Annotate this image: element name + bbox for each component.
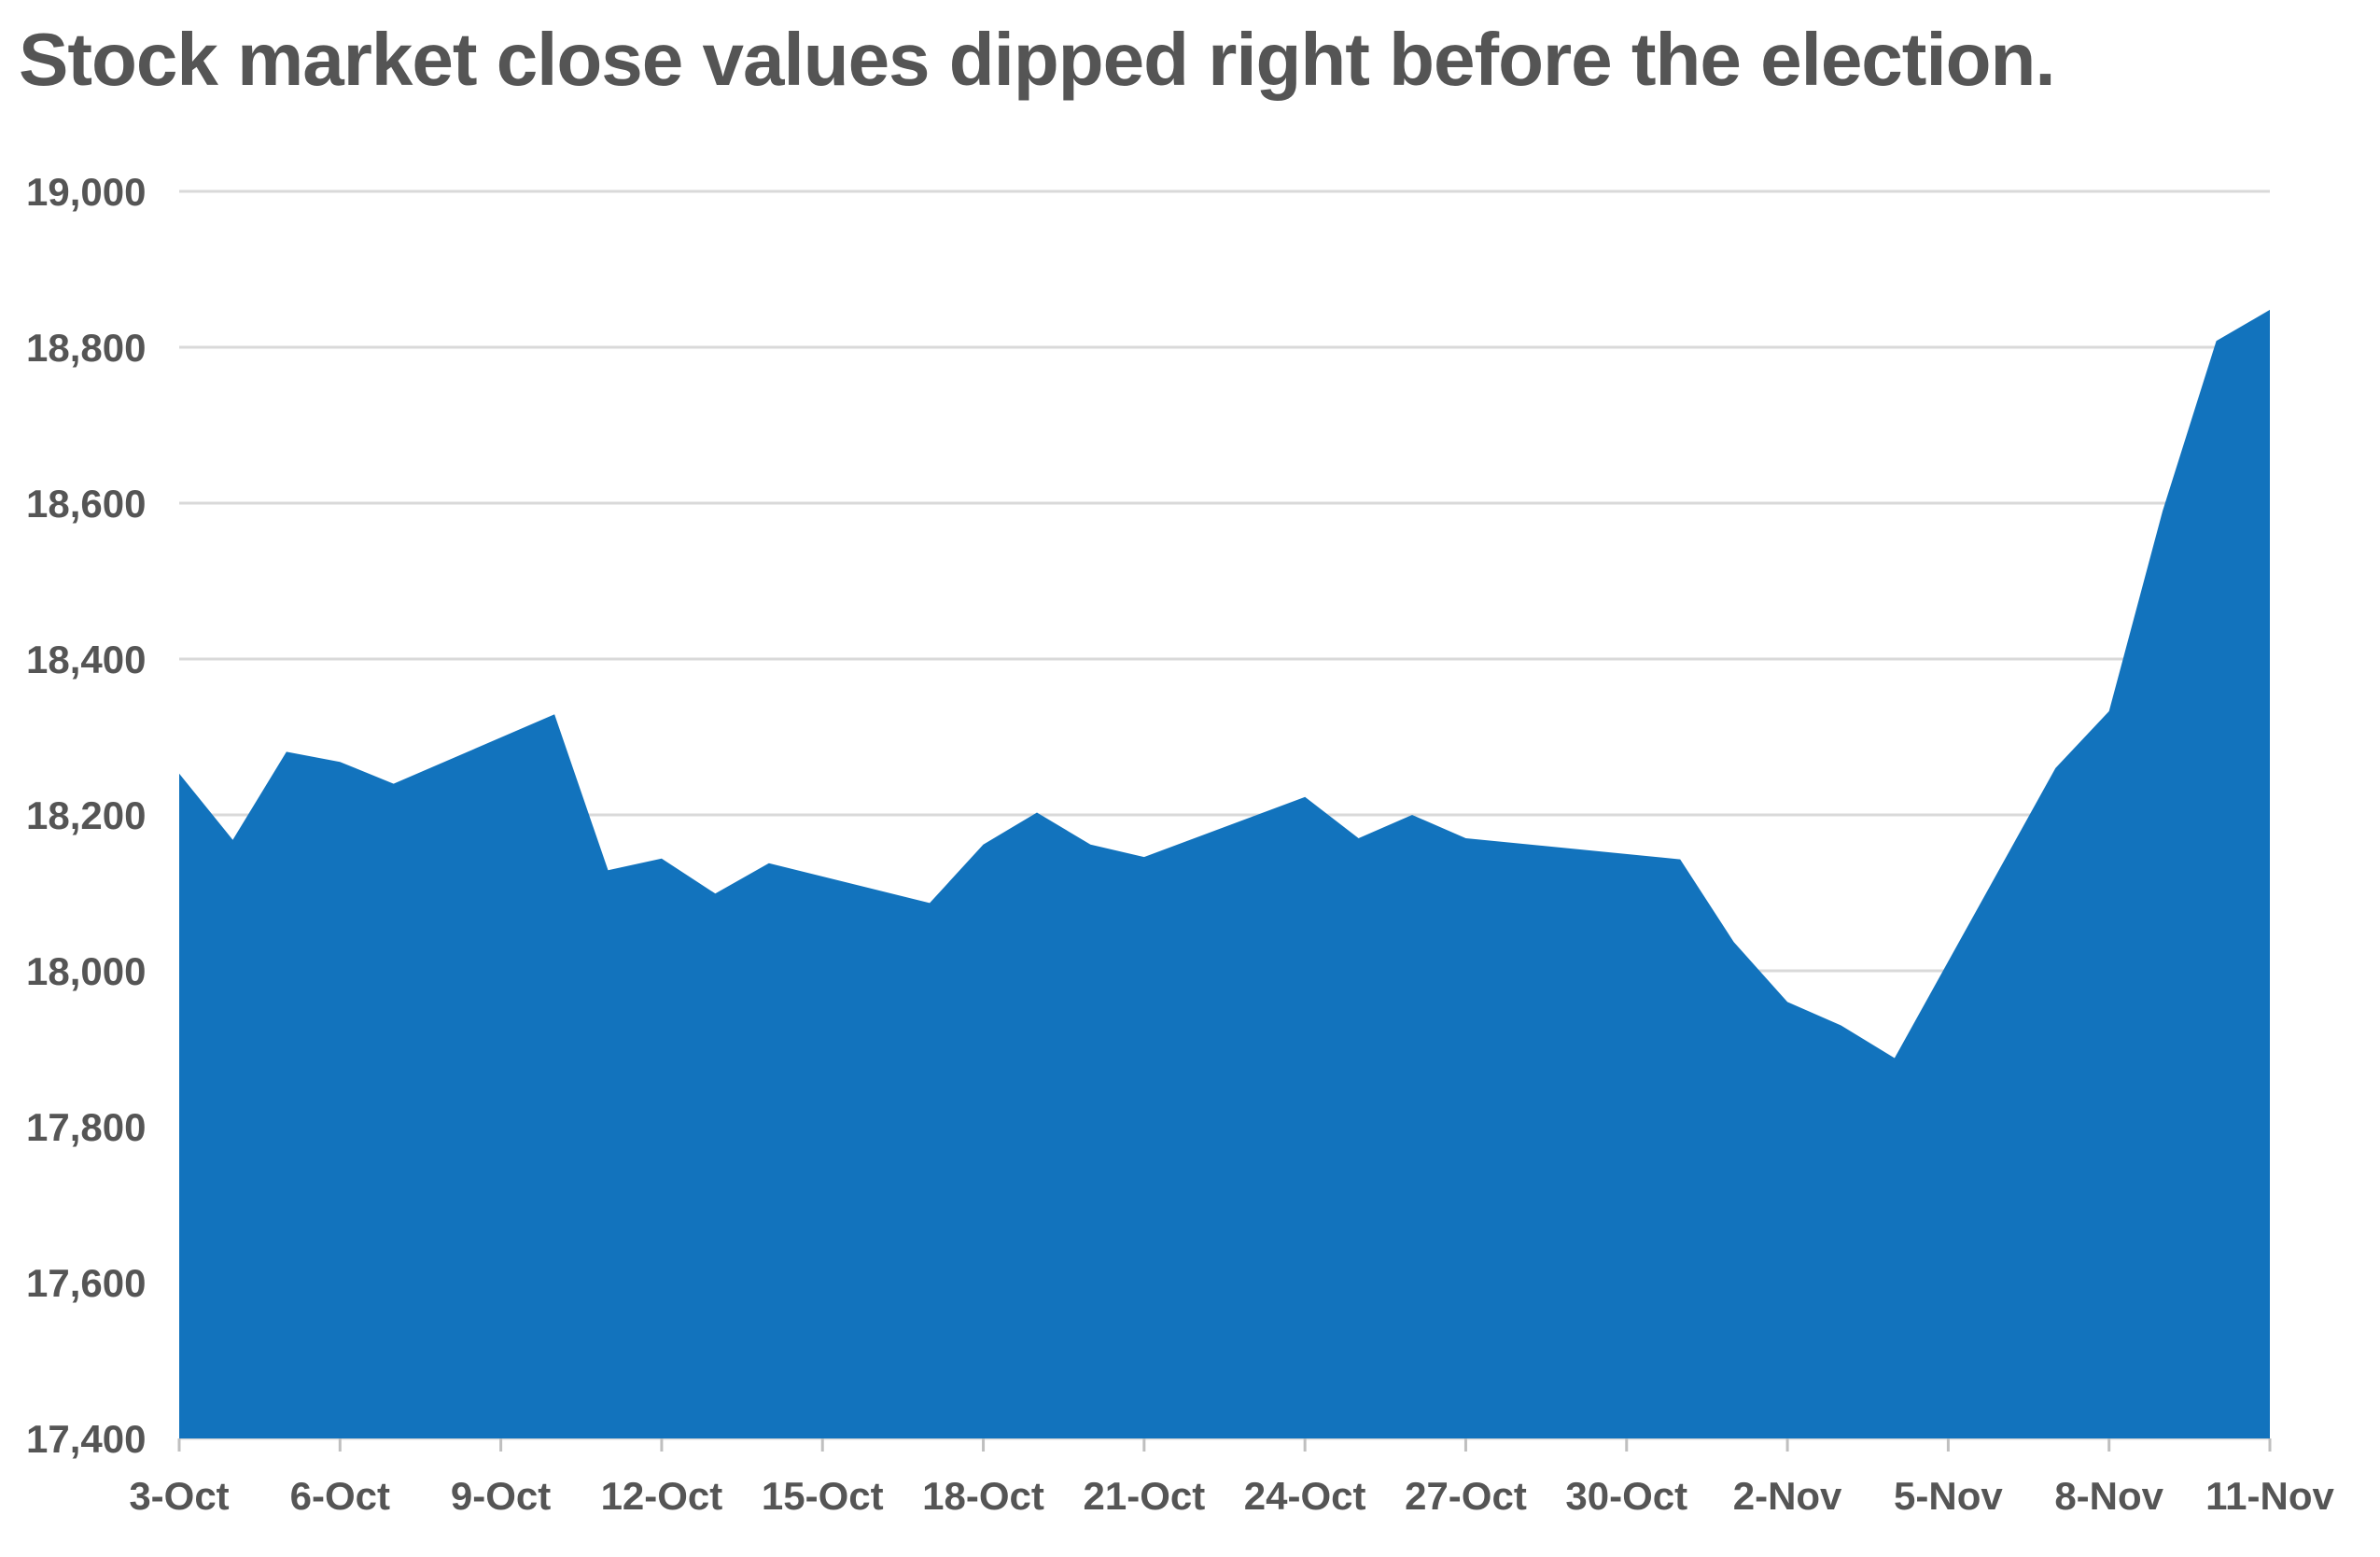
x-axis: 3-Oct 6-Oct 9-Oct 12-Oct 15-Oct 18-Oct 21-Oct 2… bbox=[129, 1438, 2335, 1518]
y-axis: 19,000 18,800 18,600 18,400 18,200 18,000 17,8… bbox=[26, 170, 146, 1461]
x-tick-label: 6-Oct bbox=[290, 1474, 390, 1518]
x-tick-label: 30-Oct bbox=[1565, 1474, 1687, 1518]
y-tick-label: 18,800 bbox=[26, 326, 146, 370]
x-tick-label: 18-Oct bbox=[922, 1474, 1044, 1518]
area-series-fill bbox=[179, 309, 2270, 1438]
y-tick-label: 18,400 bbox=[26, 638, 146, 681]
x-tick-label: 12-Oct bbox=[601, 1474, 723, 1518]
x-tick-label: 21-Oct bbox=[1083, 1474, 1205, 1518]
area-series bbox=[179, 309, 2270, 1438]
chart-title: Stock market close values dipped right b… bbox=[19, 18, 2056, 101]
y-tick-label: 17,400 bbox=[26, 1417, 146, 1461]
x-tick-label: 9-Oct bbox=[451, 1474, 551, 1518]
y-tick-label: 18,000 bbox=[26, 949, 146, 993]
x-tick-label: 8-Nov bbox=[2054, 1474, 2163, 1518]
x-tick-label: 15-Oct bbox=[762, 1474, 884, 1518]
x-tick-label: 3-Oct bbox=[129, 1474, 229, 1518]
y-tick-label: 18,200 bbox=[26, 793, 146, 837]
y-tick-label: 18,600 bbox=[26, 482, 146, 526]
x-tick-label: 2-Nov bbox=[1733, 1474, 1842, 1518]
x-tick-label: 27-Oct bbox=[1405, 1474, 1527, 1518]
x-tick-label: 11-Nov bbox=[2205, 1474, 2334, 1518]
y-tick-label: 17,600 bbox=[26, 1261, 146, 1305]
x-tick-label: 24-Oct bbox=[1244, 1474, 1366, 1518]
x-tick-label: 5-Nov bbox=[1894, 1474, 2003, 1518]
y-tick-label: 17,800 bbox=[26, 1105, 146, 1149]
y-tick-label: 19,000 bbox=[26, 170, 146, 214]
